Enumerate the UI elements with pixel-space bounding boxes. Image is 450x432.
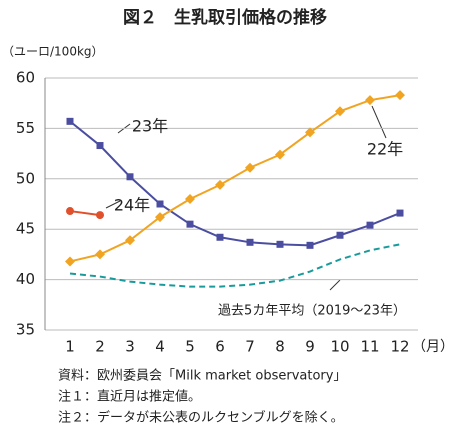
marker: [96, 211, 104, 220]
marker: [125, 235, 135, 246]
marker: [65, 256, 75, 267]
chart-title: 図２ 生乳取引価格の推移: [123, 7, 327, 28]
marker: [276, 240, 284, 248]
y-tick-label: 40: [16, 270, 35, 288]
series-label: 24年: [114, 196, 150, 215]
note: 注２：データが未公表のルクセンブルグを除く。: [58, 410, 344, 426]
marker: [216, 233, 224, 241]
marker: [245, 162, 255, 173]
series-line: [69, 94, 401, 263]
marker: [305, 127, 315, 138]
marker: [365, 95, 375, 106]
y-axis-label: （ユーロ/100kg）: [2, 45, 104, 59]
marker: [395, 90, 405, 101]
x-tick-label: 7: [245, 338, 255, 356]
x-tick-label: 10: [330, 338, 349, 356]
x-tick-label: 3: [125, 338, 135, 356]
marker: [246, 238, 254, 246]
x-tick-label: 2: [95, 338, 105, 356]
y-tick-label: 55: [16, 119, 35, 137]
marker: [156, 200, 164, 208]
marker: [275, 149, 285, 160]
series-line: [69, 120, 401, 247]
y-tick-label: 60: [16, 69, 35, 87]
y-tick-label: 50: [16, 169, 35, 187]
marker: [186, 220, 194, 228]
marker: [155, 212, 165, 223]
marker: [396, 209, 404, 217]
x-tick-label: 4: [155, 338, 165, 356]
marker: [336, 231, 344, 239]
y-tick-label: 45: [16, 220, 35, 238]
x-tick-label: 5: [185, 338, 195, 356]
x-tick-label: 9: [305, 338, 315, 356]
series-label: 23年: [132, 117, 168, 136]
series-label: 22年: [367, 140, 403, 159]
leader-line: [329, 279, 341, 291]
x-tick-label: 11: [360, 338, 379, 356]
marker: [66, 207, 74, 216]
marker: [126, 173, 134, 181]
leader-line: [105, 200, 121, 209]
marker: [306, 241, 314, 249]
marker: [185, 193, 195, 204]
y-tick-label: 35: [16, 321, 35, 339]
x-tick-label: 8: [275, 338, 285, 356]
marker: [66, 117, 74, 125]
series-label: 過去5カ年平均（2019～23年）: [218, 304, 406, 319]
x-tick-label: 1: [65, 338, 75, 356]
series-line: [69, 210, 101, 217]
x-tick-label: 12: [390, 338, 409, 356]
note: 資料：欧州委員会「Milk market observatory」: [58, 369, 346, 384]
marker: [215, 179, 225, 190]
marker: [366, 221, 374, 229]
x-unit-label: （月）: [412, 339, 450, 355]
series-line: [69, 243, 401, 288]
leader-line: [371, 105, 387, 139]
marker: [96, 142, 104, 150]
note: 注１：直近月は推定値。: [58, 389, 201, 405]
marker: [95, 249, 105, 260]
x-tick-label: 6: [215, 338, 225, 356]
marker: [335, 106, 345, 117]
